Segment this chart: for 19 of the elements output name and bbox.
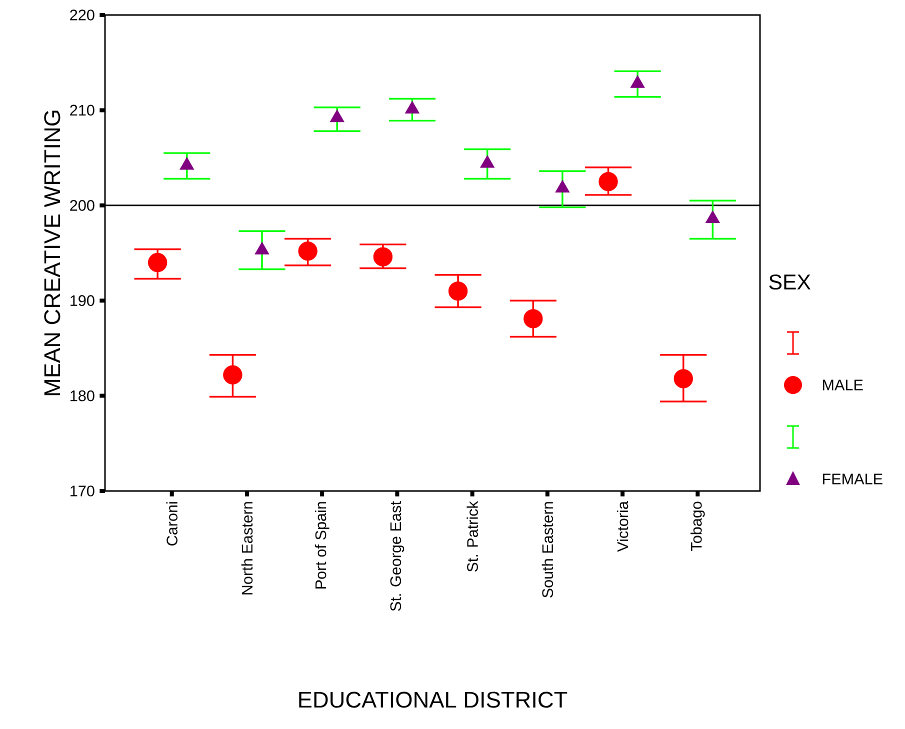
x-tick-label: St. George East [390,501,404,611]
x-tick-label: Tobago [690,502,705,552]
y-tick-label: 180 [70,390,94,402]
x-tick-label: St. Patrick [466,501,478,572]
y-tick-label: 200 [70,200,94,211]
y-tick-label: 210 [70,104,94,116]
y-tick-label: 190 [70,295,94,306]
y-tick-label: 170 [70,486,94,496]
x-axis-title: EDUCATIONAL DISTRICT [299,692,568,708]
y-axis-title: MEAN CREATIVE WRITING [44,110,60,396]
y-tick-label: 220 [70,10,94,20]
x-tick-label: Victoria [616,501,628,552]
legend-label: MALE [822,380,863,390]
x-tick-label: Caroni [166,502,178,546]
x-tick-label: Port of Spain [314,502,330,588]
x-tick-label: South Eastern [542,502,554,598]
legend-title: SEX [769,274,811,290]
legend-label: FEMALE [822,474,882,484]
x-tick-label: North Eastern [241,502,253,594]
